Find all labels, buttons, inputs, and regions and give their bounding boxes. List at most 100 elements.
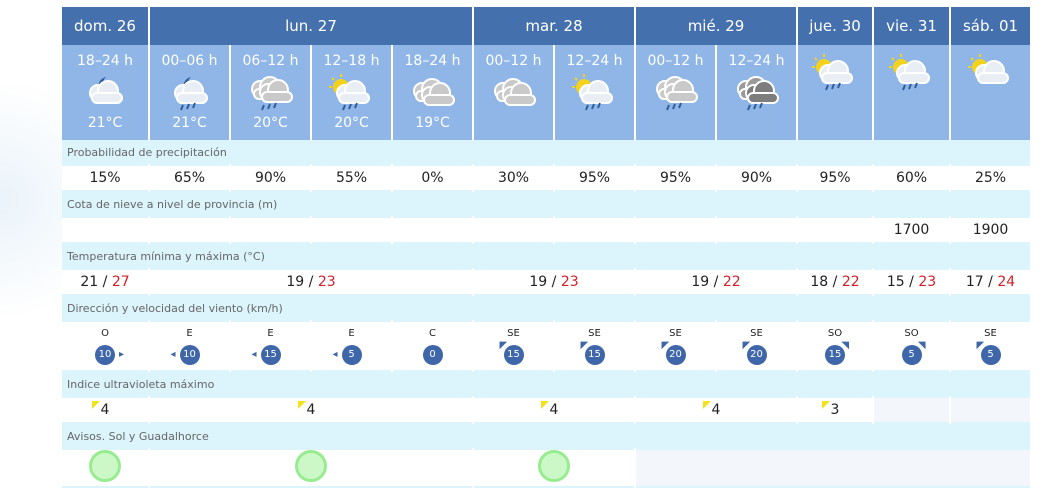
snow-value xyxy=(798,216,873,244)
day-header[interactable]: vie. 31 xyxy=(874,7,950,45)
period-cell: 00–12 h xyxy=(474,45,553,140)
row-label: Dirección y velocidad del viento (km/h) xyxy=(62,296,1031,320)
period-row: 18–24 h 21°C 00–06 h 21°C 06–12 h 20°C 12–18 h… xyxy=(62,45,1031,140)
wind-speed: 5 xyxy=(348,349,355,360)
temp-max: 24 xyxy=(997,274,1016,290)
day-header[interactable]: dom. 26 xyxy=(62,7,148,45)
wind-cell: E 5 ◂ xyxy=(312,320,391,372)
precip-value: 95% xyxy=(555,164,634,192)
day-header[interactable]: mié. 29 xyxy=(636,7,797,45)
precip-value: 55% xyxy=(312,164,391,192)
sun-cloud-rain-icon xyxy=(312,73,391,113)
wind-arrow-icon: ◤ xyxy=(661,339,670,351)
wind-speed-badge: 20 ◤ xyxy=(662,340,686,365)
uv-cell: 4 xyxy=(62,396,148,424)
period-cell xyxy=(874,45,950,140)
uv-cell xyxy=(874,396,950,424)
precip-value: 0% xyxy=(393,164,472,192)
wind-cell: SE 15 ◤ xyxy=(555,320,634,372)
wind-direction: SE xyxy=(984,327,997,339)
dark-cloud-rain-icon xyxy=(717,73,796,113)
wind-speed: 10 xyxy=(98,349,112,360)
wind-speed-badge: 15 ◤ xyxy=(581,340,605,365)
avisos-row xyxy=(62,448,1031,488)
wind-arrow-icon: ◥ xyxy=(841,339,850,351)
label-row-temp: Temperatura mínima y máxima (°C) xyxy=(62,244,1031,268)
uv-value: 4 xyxy=(702,401,721,418)
wind-speed-badge: 10 ◂ xyxy=(171,344,200,365)
temp-min-max: 19 / 22 xyxy=(636,268,797,296)
wind-speed-badge: 0 xyxy=(422,344,443,365)
temp-min-max: 18 / 22 xyxy=(798,268,873,296)
wind-direction: E xyxy=(348,327,355,339)
period-hours: 12–24 h xyxy=(728,53,785,69)
temp-max: 22 xyxy=(722,274,741,290)
snow-value: 1700 xyxy=(874,216,950,244)
day-header[interactable]: jue. 30 xyxy=(798,7,873,45)
temp-min-max: 19 / 23 xyxy=(474,268,634,296)
uv-value: 4 xyxy=(297,401,316,418)
period-temp: 21°C xyxy=(87,115,123,131)
snow-value xyxy=(393,216,472,244)
precip-value: 90% xyxy=(717,164,797,192)
uv-value: 3 xyxy=(821,401,840,418)
aviso-empty xyxy=(636,448,1031,488)
period-hours: 12–18 h xyxy=(323,53,380,69)
label-row-snow: Cota de nieve a nivel de provincia (m) xyxy=(62,192,1031,216)
wind-direction: O xyxy=(101,327,109,339)
period-temp: 20°C xyxy=(253,115,288,131)
separator: / xyxy=(98,274,112,290)
wind-direction: SE xyxy=(588,327,601,339)
wind-cell: SE 5 ◤ xyxy=(951,320,1031,372)
temp-min: 19 xyxy=(691,274,710,290)
snow-value xyxy=(636,216,715,244)
separator: / xyxy=(304,274,318,290)
wind-speed-badge: 5 ◂ xyxy=(333,344,362,365)
temp-max: 23 xyxy=(560,274,579,290)
cloud-rain-icon xyxy=(636,73,715,113)
period-cell: 06–12 h 20°C xyxy=(231,45,310,140)
wind-speed: 5 xyxy=(987,349,994,360)
period-hours: 18–24 h xyxy=(77,53,133,69)
wind-arrow-icon: ◤ xyxy=(742,339,751,351)
label-row-wind: Dirección y velocidad del viento (km/h) xyxy=(62,296,1031,320)
temp-min: 19 xyxy=(286,274,305,290)
day-header[interactable]: mar. 28 xyxy=(474,7,634,45)
temp-min: 15 xyxy=(886,274,905,290)
wind-cell: SO 5 ◥ xyxy=(874,320,950,372)
snow-value xyxy=(150,216,229,244)
precip-value: 30% xyxy=(474,164,553,192)
day-header[interactable]: sáb. 01 xyxy=(951,7,1031,45)
uv-cell: 4 xyxy=(636,396,797,424)
wind-speed: 5 xyxy=(908,349,915,360)
label-row-avisos: Avisos. Sol y Guadalhorce xyxy=(62,424,1031,448)
period-temp: 20°C xyxy=(334,115,369,131)
row-label: Temperatura mínima y máxima (°C) xyxy=(62,244,1031,268)
wind-speed: 20 xyxy=(750,349,763,360)
day-header-row: dom. 26 lun. 27 mar. 28 mié. 29 jue. 30 vie. … xyxy=(62,7,1031,45)
aviso-green-level-icon[interactable] xyxy=(538,450,570,482)
uv-value: 4 xyxy=(540,401,559,418)
period-temp: 19°C xyxy=(415,115,450,131)
sun-cloud-rain-icon xyxy=(555,73,634,113)
aviso-green-level-icon[interactable] xyxy=(295,450,327,482)
period-temp: 21°C xyxy=(172,115,207,131)
wind-speed: 15 xyxy=(507,349,520,360)
label-row-uv: Indice ultravioleta máximo xyxy=(62,372,1031,396)
period-cell: 00–12 h xyxy=(636,45,715,140)
aviso-green-level-icon[interactable] xyxy=(89,450,121,482)
snow-value xyxy=(62,216,148,244)
temp-min-max: 17 / 24 xyxy=(951,268,1031,296)
wind-cell: SO 15 ◥ xyxy=(798,320,873,372)
wind-speed-badge: 15 ◤ xyxy=(500,340,524,365)
temp-min-max: 19 / 23 xyxy=(150,268,472,296)
uv-cell: 4 xyxy=(474,396,634,424)
snow-value xyxy=(555,216,634,244)
row-label: Avisos. Sol y Guadalhorce xyxy=(62,424,1031,448)
day-header[interactable]: lun. 27 xyxy=(150,7,472,45)
precip-value: 60% xyxy=(874,164,950,192)
wind-cell: SE 15 ◤ xyxy=(474,320,553,372)
uv-cell xyxy=(951,396,1031,424)
row-label: Indice ultravioleta máximo xyxy=(62,372,1031,396)
